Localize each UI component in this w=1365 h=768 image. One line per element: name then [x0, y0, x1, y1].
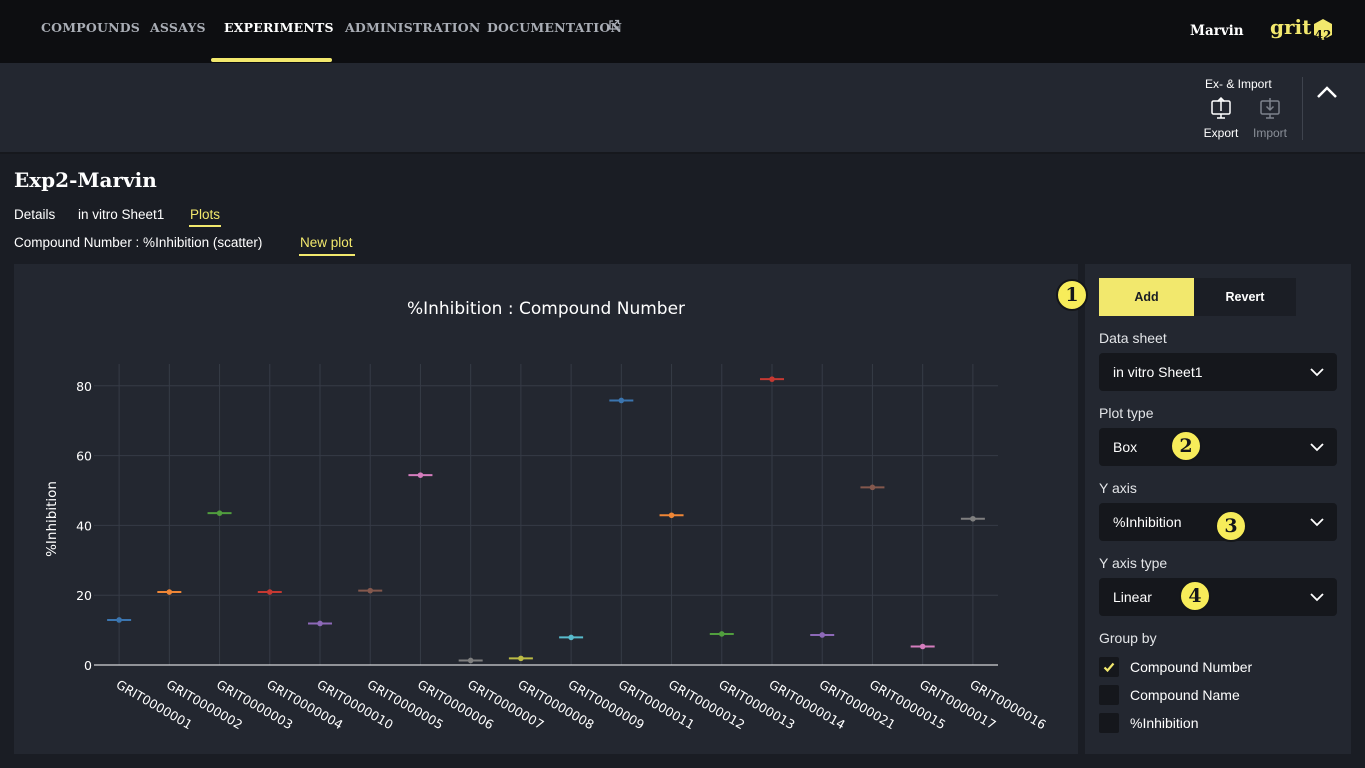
chevron-down-icon: [1310, 593, 1324, 602]
callout-badge-4: 4: [1179, 580, 1211, 612]
revert-button[interactable]: Revert: [1194, 278, 1296, 316]
checkbox-label: Compound Number: [1130, 659, 1253, 675]
nav-active-indicator: [211, 58, 332, 62]
data-point: [467, 657, 474, 664]
checkbox[interactable]: [1099, 713, 1119, 733]
nav-assays[interactable]: ASSAYS: [150, 20, 206, 35]
nav-experiments[interactable]: EXPERIMENTS: [224, 20, 334, 35]
data-point: [317, 620, 323, 627]
data-point: [166, 589, 173, 595]
import-icon: [1260, 98, 1280, 119]
export-button[interactable]: Export: [1198, 97, 1244, 140]
y-tick-label: 40: [76, 518, 92, 533]
callout-badge-3: 3: [1215, 510, 1247, 542]
data-point: [417, 472, 424, 478]
group-by-inhibition[interactable]: %Inhibition: [1099, 713, 1339, 733]
data-point: [919, 643, 926, 650]
y-axis-type-value: Linear: [1113, 589, 1152, 605]
plot-panel: %Inhibition : Compound Number %Inhibitio…: [14, 264, 1078, 754]
import-label: Import: [1252, 126, 1287, 140]
y-axis-title: %Inhibition: [44, 481, 60, 557]
plot-type-label: Plot type: [1099, 405, 1154, 421]
callout-badge-1: 1: [1056, 279, 1088, 311]
callout-badge-2: 2: [1170, 430, 1202, 462]
checkbox[interactable]: [1099, 657, 1119, 677]
external-link-icon: [609, 19, 620, 30]
data-point: [970, 515, 976, 522]
group-by-label: Group by: [1099, 630, 1157, 646]
chart-title: %Inhibition : Compound Number: [407, 299, 685, 319]
grit42-logo[interactable]: grit 42: [1270, 14, 1336, 44]
plot-type-select[interactable]: Box: [1099, 428, 1337, 466]
tab-active-indicator: [189, 225, 221, 227]
y-tick-label: 20: [76, 588, 92, 603]
chevron-down-icon: [1310, 443, 1324, 452]
plot-type-value: Box: [1113, 439, 1138, 455]
logo-text: grit: [1270, 15, 1312, 39]
data-point: [367, 587, 374, 594]
add-button[interactable]: Add: [1099, 278, 1194, 316]
data-point: [568, 634, 574, 641]
data-point: [718, 631, 725, 637]
checkmark-icon: [1103, 662, 1115, 673]
action-toolbar: Ex- & Import Export Import: [0, 63, 1365, 154]
data-sheet-select[interactable]: in vitro Sheet1: [1099, 353, 1337, 391]
y-axis-type-select[interactable]: Linear: [1099, 578, 1337, 616]
plot-settings-panel: Add Revert Data sheet in vitro Sheet1 Pl…: [1085, 264, 1351, 754]
box-plot-chart: %Inhibition : Compound Number %Inhibitio…: [44, 299, 1049, 732]
y-axis-label: Y axis: [1099, 480, 1137, 496]
tab-details[interactable]: Details: [14, 207, 56, 222]
group-by-compound-number[interactable]: Compound Number: [1099, 657, 1339, 677]
data-point: [869, 484, 876, 491]
export-label: Export: [1203, 126, 1239, 140]
group-by-compound-name[interactable]: Compound Name: [1099, 685, 1339, 705]
export-icon: [1211, 97, 1231, 119]
data-point: [668, 512, 675, 519]
checkbox-label: %Inhibition: [1130, 715, 1199, 731]
chevron-down-icon: [1310, 368, 1324, 377]
nav-documentation[interactable]: DOCUMENTATION: [487, 20, 623, 35]
data-point: [819, 632, 826, 638]
data-point: [518, 655, 524, 662]
export-import-group-label: Ex- & Import: [1205, 77, 1272, 91]
toolbar-divider: [1302, 77, 1303, 140]
nav-compounds[interactable]: COMPOUNDS: [41, 20, 140, 35]
checkbox[interactable]: [1099, 685, 1119, 705]
chevron-down-icon: [1310, 518, 1324, 527]
chevron-up-icon[interactable]: [1316, 83, 1338, 101]
nav-administration[interactable]: ADMINISTRATION: [345, 20, 481, 35]
page-title: Exp2-Marvin: [14, 168, 157, 192]
subtab-active-indicator: [299, 254, 355, 256]
user-menu[interactable]: Marvin: [1190, 23, 1244, 39]
data-point: [618, 397, 625, 404]
top-nav: COMPOUNDS ASSAYS EXPERIMENTS ADMINISTRAT…: [0, 0, 1365, 63]
subtab-new-plot[interactable]: New plot: [300, 235, 353, 250]
y-tick-label: 0: [84, 658, 92, 673]
y-axis-type-label: Y axis type: [1099, 555, 1168, 571]
y-tick-label: 60: [76, 449, 92, 464]
y-tick-label: 80: [76, 379, 92, 394]
import-button[interactable]: Import: [1247, 97, 1293, 140]
y-axis-value: %Inhibition: [1113, 514, 1182, 530]
data-point: [116, 617, 122, 623]
logo-badge: 42: [1315, 28, 1332, 42]
checkbox-label: Compound Name: [1130, 687, 1240, 703]
subtab-existing-plot[interactable]: Compound Number : %Inhibition (scatter): [14, 235, 263, 250]
data-sheet-value: in vitro Sheet1: [1113, 364, 1203, 380]
tab-plots[interactable]: Plots: [190, 207, 221, 222]
data-point: [769, 376, 775, 382]
data-point: [216, 510, 223, 516]
data-sheet-label: Data sheet: [1099, 330, 1167, 346]
tab-in-vitro-sheet1[interactable]: in vitro Sheet1: [78, 207, 165, 222]
data-point: [266, 589, 273, 595]
